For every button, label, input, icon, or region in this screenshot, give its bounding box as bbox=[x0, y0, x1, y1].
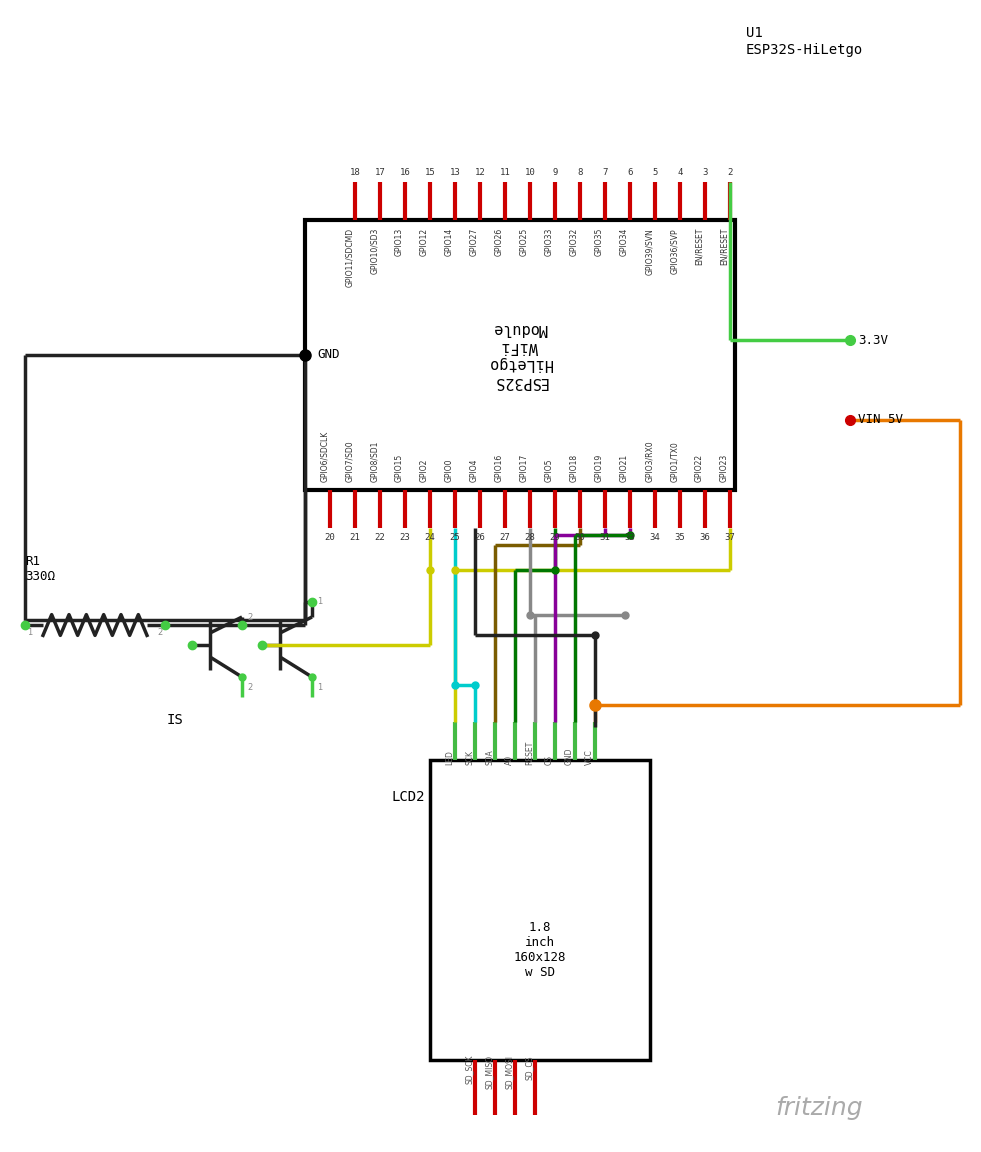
Text: GPIO22: GPIO22 bbox=[695, 454, 704, 482]
Text: GPIO1/TX0: GPIO1/TX0 bbox=[670, 441, 679, 482]
Text: 33: 33 bbox=[625, 533, 636, 541]
Text: SDA: SDA bbox=[485, 749, 494, 765]
Text: LCD2: LCD2 bbox=[391, 790, 425, 804]
Text: GPIO7/SD0: GPIO7/SD0 bbox=[345, 440, 354, 482]
Text: GPIO3/RX0: GPIO3/RX0 bbox=[645, 440, 654, 482]
Text: GPIO25: GPIO25 bbox=[520, 228, 529, 256]
Text: 16: 16 bbox=[399, 168, 410, 177]
Text: SD_MISO: SD_MISO bbox=[485, 1055, 494, 1089]
Text: GPIO8/SD1: GPIO8/SD1 bbox=[370, 440, 379, 482]
Text: CS: CS bbox=[545, 755, 554, 765]
Text: GPIO14: GPIO14 bbox=[445, 228, 454, 256]
Bar bbox=[430, 760, 650, 1060]
Text: 7: 7 bbox=[602, 168, 607, 177]
Text: 3: 3 bbox=[702, 168, 707, 177]
Text: IS: IS bbox=[167, 713, 183, 727]
Text: 15: 15 bbox=[425, 168, 436, 177]
Text: 35: 35 bbox=[675, 533, 686, 541]
Text: GPIO33: GPIO33 bbox=[545, 228, 554, 257]
Text: 1: 1 bbox=[317, 682, 322, 691]
Text: 3.3V: 3.3V bbox=[858, 333, 888, 347]
Text: 18: 18 bbox=[349, 168, 360, 177]
Text: GPIO35: GPIO35 bbox=[595, 228, 604, 257]
Text: 2: 2 bbox=[157, 628, 163, 637]
Text: 2: 2 bbox=[727, 168, 733, 177]
Text: 37: 37 bbox=[725, 533, 736, 541]
Text: 17: 17 bbox=[375, 168, 386, 177]
Text: VIN 5V: VIN 5V bbox=[858, 414, 903, 426]
Text: LED: LED bbox=[445, 750, 454, 765]
Text: 36: 36 bbox=[699, 533, 710, 541]
Text: 1.8
inch
160x128
w SD: 1.8 inch 160x128 w SD bbox=[514, 920, 566, 979]
Text: A0: A0 bbox=[505, 755, 514, 765]
Text: 1: 1 bbox=[317, 598, 322, 606]
Text: 13: 13 bbox=[449, 168, 460, 177]
Text: SD_CS: SD_CS bbox=[525, 1055, 534, 1079]
Text: 27: 27 bbox=[499, 533, 510, 541]
Text: GPIO39/SVN: GPIO39/SVN bbox=[645, 228, 654, 274]
Text: 2: 2 bbox=[247, 682, 252, 691]
Text: 31: 31 bbox=[599, 533, 610, 541]
Text: 26: 26 bbox=[475, 533, 486, 541]
Text: EN/RESET: EN/RESET bbox=[695, 228, 704, 265]
Text: 25: 25 bbox=[449, 533, 460, 541]
Text: RESET: RESET bbox=[525, 741, 534, 765]
Text: GPIO0: GPIO0 bbox=[445, 458, 454, 482]
Text: GPIO13: GPIO13 bbox=[395, 228, 404, 256]
Text: 28: 28 bbox=[525, 533, 536, 541]
Text: 10: 10 bbox=[525, 168, 536, 177]
Text: 22: 22 bbox=[375, 533, 386, 541]
Text: GPIO18: GPIO18 bbox=[570, 454, 579, 482]
Text: GPIO21: GPIO21 bbox=[620, 454, 629, 482]
Text: 8: 8 bbox=[577, 168, 583, 177]
Text: GPIO12: GPIO12 bbox=[420, 228, 429, 256]
Text: 30: 30 bbox=[575, 533, 586, 541]
Text: fritzing: fritzing bbox=[775, 1096, 862, 1120]
Text: GPIO27: GPIO27 bbox=[470, 228, 479, 256]
Text: GPIO36/SVP: GPIO36/SVP bbox=[670, 228, 679, 274]
Text: 34: 34 bbox=[649, 533, 660, 541]
Text: GPIO15: GPIO15 bbox=[395, 454, 404, 482]
Text: SD_SCK: SD_SCK bbox=[465, 1055, 474, 1084]
Text: 4: 4 bbox=[677, 168, 683, 177]
Text: 12: 12 bbox=[475, 168, 486, 177]
Bar bbox=[305, 220, 735, 490]
Text: GPIO16: GPIO16 bbox=[495, 454, 504, 482]
Text: U1
ESP32S-HiLetgo: U1 ESP32S-HiLetgo bbox=[746, 26, 863, 56]
Text: GND: GND bbox=[317, 349, 339, 362]
Text: EN/RESET: EN/RESET bbox=[720, 228, 729, 265]
Text: GPIO2: GPIO2 bbox=[420, 458, 429, 482]
Text: ESP32S
HiLetgo
WiFi
Module: ESP32S HiLetgo WiFi Module bbox=[489, 321, 552, 388]
Text: SCK: SCK bbox=[465, 750, 474, 765]
Text: 24: 24 bbox=[425, 533, 436, 541]
Text: 2: 2 bbox=[247, 613, 252, 621]
Text: 23: 23 bbox=[399, 533, 410, 541]
Text: GPIO11/SDCMD: GPIO11/SDCMD bbox=[345, 228, 354, 287]
Text: GPIO32: GPIO32 bbox=[570, 228, 579, 256]
Text: R1
330Ω: R1 330Ω bbox=[25, 555, 55, 583]
Text: GPIO10/SD3: GPIO10/SD3 bbox=[370, 228, 379, 274]
Text: GPIO23: GPIO23 bbox=[720, 454, 729, 482]
Text: GPIO5: GPIO5 bbox=[545, 458, 554, 482]
Text: 6: 6 bbox=[627, 168, 633, 177]
Text: 29: 29 bbox=[549, 533, 560, 541]
Text: 20: 20 bbox=[325, 533, 336, 541]
Text: 5: 5 bbox=[652, 168, 657, 177]
Text: GPIO19: GPIO19 bbox=[595, 454, 604, 482]
Text: GPIO4: GPIO4 bbox=[470, 458, 479, 482]
Text: GPIO17: GPIO17 bbox=[520, 454, 529, 482]
Text: GND: GND bbox=[565, 748, 574, 765]
Text: GPIO6/SDCLK: GPIO6/SDCLK bbox=[320, 431, 329, 482]
Text: 21: 21 bbox=[349, 533, 360, 541]
Text: 9: 9 bbox=[552, 168, 557, 177]
Text: GPIO34: GPIO34 bbox=[620, 228, 629, 257]
Text: SD_MOSI: SD_MOSI bbox=[505, 1055, 514, 1089]
Text: GPIO26: GPIO26 bbox=[495, 228, 504, 256]
Text: 1: 1 bbox=[27, 628, 32, 637]
Text: 11: 11 bbox=[499, 168, 510, 177]
Text: VCC: VCC bbox=[585, 749, 594, 765]
